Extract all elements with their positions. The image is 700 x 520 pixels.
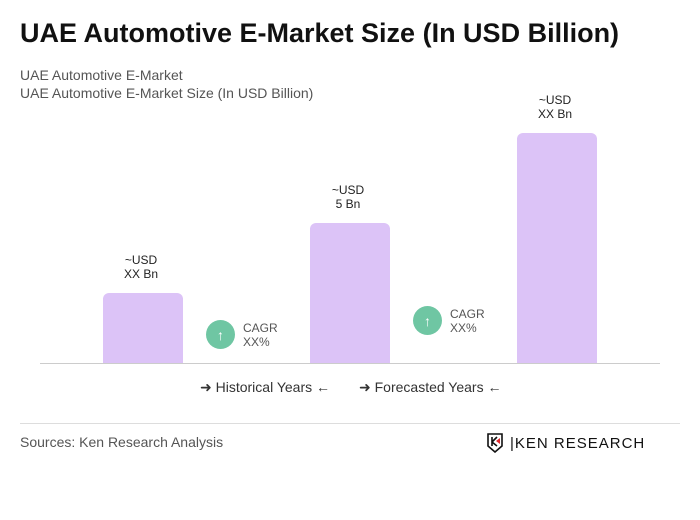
legend-label: Historical Years bbox=[215, 379, 313, 395]
logo-icon bbox=[487, 433, 503, 453]
x-axis bbox=[40, 363, 660, 364]
bar bbox=[310, 223, 390, 363]
data-label: ~USD XX Bn bbox=[537, 93, 573, 122]
bar bbox=[517, 133, 597, 363]
arrow-up-icon: ↑ bbox=[413, 306, 442, 335]
data-label: ~USD XX Bn bbox=[123, 253, 159, 281]
sources: Sources: Ken Research Analysis bbox=[20, 434, 224, 450]
arrow-up-icon: ↑ bbox=[206, 320, 235, 349]
page-title: UAE Automotive E-Market Size (In USD Bil… bbox=[20, 18, 620, 48]
bar bbox=[103, 293, 183, 363]
cagr-value: XX% bbox=[243, 334, 270, 349]
legend-historical: ➜ Historical Years ← bbox=[200, 379, 331, 395]
cagr-label: CAGR bbox=[243, 320, 278, 335]
chart-subtitle: UAE Automotive E-Market Size (In USD Bil… bbox=[20, 85, 314, 101]
legend-label: Forecasted Years bbox=[374, 379, 484, 395]
logo-text: |KEN RESEARCH bbox=[510, 434, 646, 452]
cagr-badge-forecasted: ↑ CAGR XX% bbox=[413, 306, 485, 335]
legend-forecasted: ➜ Forecasted Years ← bbox=[359, 379, 502, 395]
cagr-label: CAGR bbox=[450, 306, 485, 321]
data-label: ~USD 5 Bn bbox=[331, 183, 365, 211]
cagr-value: XX% bbox=[450, 320, 477, 335]
subtitle: UAE Automotive E-Market bbox=[20, 67, 183, 83]
ken-research-logo: |KEN RESEARCH bbox=[486, 433, 645, 453]
cagr-badge-historical: ↑ CAGR XX% bbox=[206, 320, 278, 349]
footer-divider bbox=[20, 423, 680, 424]
